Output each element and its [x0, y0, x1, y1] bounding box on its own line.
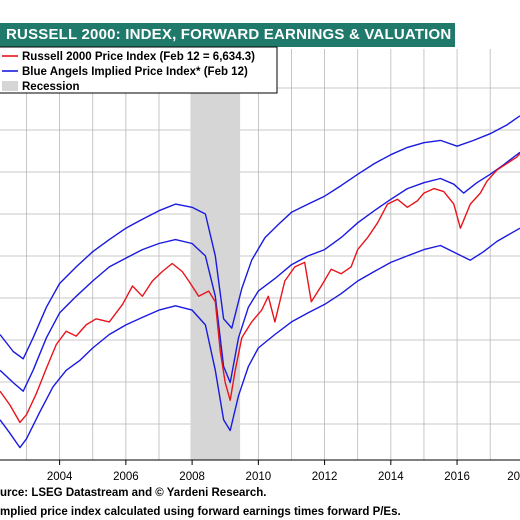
legend-label: Recession [22, 81, 80, 93]
x-tick-label: 2004 [47, 471, 73, 483]
series-line-blue-angels [0, 151, 520, 392]
source-note: urce: LSEG Datastream and © Yardeni Rese… [0, 487, 267, 499]
title-banner: RUSSELL 2000: INDEX, FORWARD EARNINGS & … [0, 23, 455, 47]
axis-layer: 2004 2006 2008 2010 2012 2014 2016 20 [0, 459, 520, 483]
series-line-lower-band [0, 227, 520, 449]
legend-label: Blue Angels Implied Price Index* (Feb 12… [22, 66, 248, 78]
series-line-upper-band [0, 115, 520, 360]
series-layer [0, 115, 520, 449]
x-tick-label: 20 [507, 471, 520, 483]
legend-label: Russell 2000 Price Index (Feb 12 = 6,634… [22, 51, 255, 63]
x-tick-label: 2016 [444, 471, 470, 483]
grid-layer [0, 49, 520, 460]
x-tick-label: 2008 [179, 471, 205, 483]
chart-title: RUSSELL 2000: INDEX, FORWARD EARNINGS & … [6, 26, 452, 43]
footnote: mplied price index calculated using forw… [0, 506, 401, 518]
x-tick-label: 2014 [378, 471, 404, 483]
legend-swatch-box [2, 81, 18, 91]
x-tick-label: 2006 [113, 471, 139, 483]
x-tick-label: 2012 [312, 471, 338, 483]
legend: Russell 2000 Price Index (Feb 12 = 6,634… [0, 46, 278, 94]
series-line-russell-2000 [0, 153, 520, 424]
legend-box [0, 46, 278, 94]
x-tick-label: 2010 [246, 471, 272, 483]
